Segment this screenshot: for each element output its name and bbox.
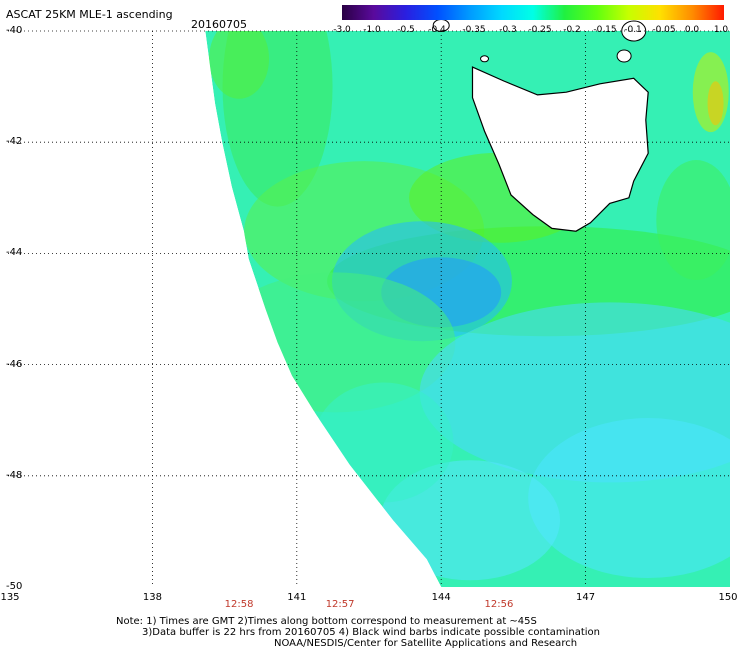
- field-blob: [707, 81, 724, 126]
- color-scale-label: -0.4: [428, 25, 446, 35]
- island-outline: [480, 55, 490, 63]
- field-blob: [656, 160, 731, 281]
- longitude-label: 138: [142, 592, 162, 603]
- color-scale-label: 1.0: [713, 25, 729, 35]
- note-line-1: Note: 1) Times are GMT 2)Times along bot…: [116, 616, 537, 627]
- time-label: 12:56: [484, 599, 514, 610]
- time-label: 12:57: [325, 599, 355, 610]
- color-scale-label: 0.0: [684, 25, 700, 35]
- field-blob: [209, 31, 270, 99]
- color-scale-label: -0.3: [499, 25, 517, 35]
- note-line-3: NOAA/NESDIS/Center for Satellite Applica…: [274, 638, 578, 649]
- latitude-label: -50: [6, 581, 23, 592]
- color-scale-label: -0.1: [624, 25, 642, 35]
- color-scale-label: -0.2: [563, 25, 581, 35]
- note-line-2: 3)Data buffer is 22 hrs from 20160705 4)…: [142, 627, 600, 638]
- longitude-label: 144: [431, 592, 451, 603]
- field-blob: [222, 31, 333, 207]
- island-outline: [616, 49, 632, 63]
- color-scale-label: -0.15: [593, 25, 617, 35]
- color-scale-gradient: [342, 5, 724, 20]
- color-scale-label: -1.0: [363, 25, 381, 35]
- tasmania-coastline: [471, 66, 649, 232]
- longitude-label: 150: [718, 592, 738, 603]
- color-scale-bar: [342, 5, 724, 20]
- color-scale-label: -0.5: [397, 25, 415, 35]
- longitude-label: 141: [287, 592, 307, 603]
- color-scale-label: -3.0: [333, 25, 351, 35]
- color-scale-label: -0.35: [462, 25, 486, 35]
- latitude-label: -42: [6, 136, 23, 148]
- product-title: ASCAT 25KM MLE-1 ascending: [6, 8, 173, 21]
- latitude-label: -40: [6, 25, 23, 36]
- field-blob: [528, 418, 731, 579]
- wind-swath: [205, 31, 731, 587]
- color-scale-label: -0.25: [528, 25, 552, 35]
- latitude-label: -48: [6, 469, 23, 481]
- latitude-label: -46: [6, 358, 23, 370]
- latitude-label: -44: [6, 247, 23, 259]
- color-scale-label: -0.05: [652, 25, 676, 35]
- longitude-label: 135: [0, 592, 20, 603]
- product-date: 20160705: [191, 18, 247, 31]
- island-outline: [621, 20, 647, 42]
- time-label: 12:58: [224, 599, 254, 610]
- longitude-label: 147: [576, 592, 596, 603]
